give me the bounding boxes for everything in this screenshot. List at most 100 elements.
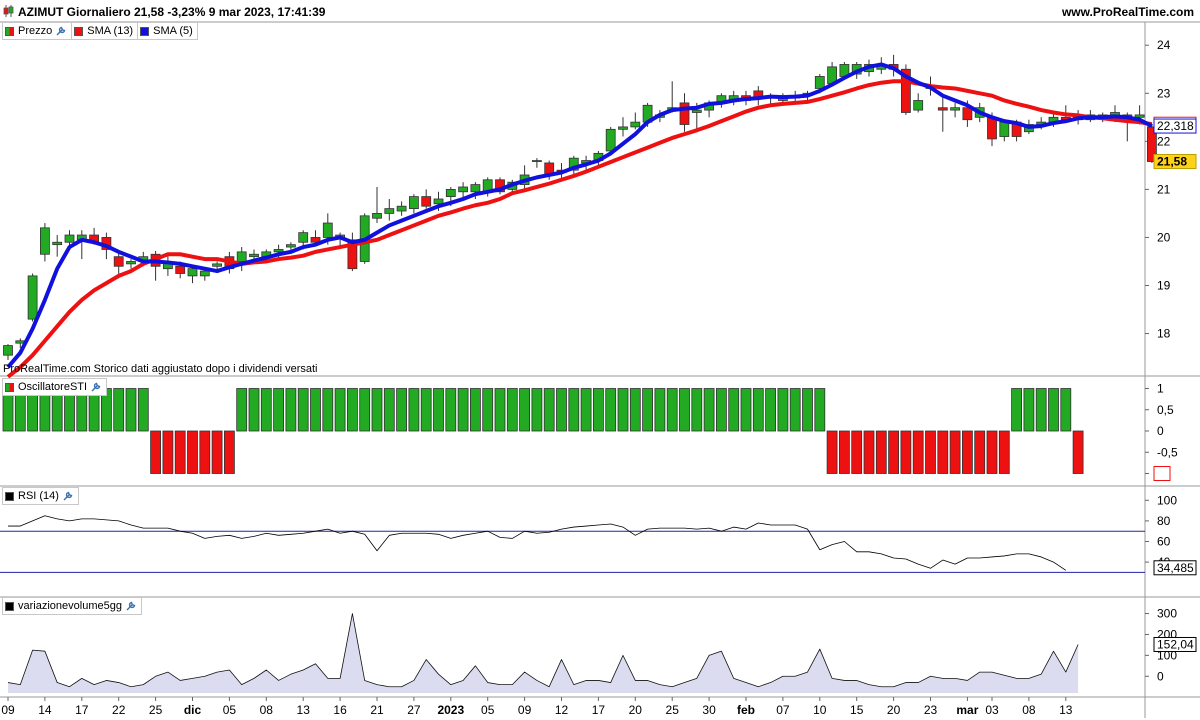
wrench-icon[interactable]	[90, 381, 102, 393]
x-tick-label: 09	[518, 703, 532, 717]
wrench-icon[interactable]	[62, 490, 74, 502]
sti-bar	[777, 388, 789, 432]
x-tick-label: 13	[297, 703, 311, 717]
candle-body	[40, 227, 50, 255]
candle-body	[1147, 126, 1157, 162]
sti-bar	[396, 388, 408, 432]
sti-bar	[863, 430, 875, 474]
x-tick-label: 10	[813, 703, 827, 717]
sti-bar	[260, 388, 272, 432]
legend-item-sti[interactable]: OscillatoreSTI	[3, 379, 106, 395]
legend-item-sma13[interactable]: SMA (13)	[72, 23, 139, 39]
legend-item-vol[interactable]: variazionevolume5gg	[3, 598, 141, 614]
legend-label-sti: OscillatoreSTI	[18, 381, 88, 393]
x-tick-label: 03	[985, 703, 999, 717]
sti-bar	[248, 388, 260, 432]
sti-bar	[962, 430, 973, 474]
candle-body	[913, 100, 924, 111]
candle-body	[901, 68, 911, 113]
sti-bar	[408, 388, 420, 432]
sti-bar	[297, 388, 309, 432]
sti-bar	[383, 388, 395, 432]
legend-item-prezzo[interactable]: Prezzo	[3, 23, 73, 39]
legend-item-sma5[interactable]: SMA (5)	[138, 23, 197, 39]
candle-body	[199, 270, 210, 277]
candlestick-logo-icon	[3, 5, 14, 17]
x-tick-label: 23	[924, 703, 938, 717]
candle-body	[618, 126, 628, 130]
x-tick-label: 25	[149, 703, 163, 717]
candle-body	[445, 188, 456, 197]
wrench-icon[interactable]	[125, 600, 137, 612]
x-tick-label: 2023	[437, 703, 464, 717]
sti-bar	[703, 388, 715, 432]
sti-bar	[174, 430, 186, 474]
sti-bar	[666, 388, 678, 432]
legend-swatch-prezzo	[5, 26, 14, 36]
x-tick-label: 15	[850, 703, 864, 717]
x-tick-label: 09	[1, 703, 15, 717]
legend-swatch-rsi	[5, 491, 14, 501]
candle-body	[187, 268, 198, 277]
x-tick-label: 22	[112, 703, 126, 717]
candle-body	[310, 237, 321, 243]
candle-body	[113, 256, 124, 267]
candle-body	[470, 184, 481, 193]
candle-body	[999, 121, 1010, 137]
y-tick-label: 22	[1157, 134, 1171, 148]
x-tick-label: 14	[38, 703, 52, 717]
sti-bar	[851, 430, 863, 474]
candle-body	[679, 102, 690, 125]
sti-bar	[457, 388, 469, 432]
price-legend: Prezzo SMA (13) SMA (5)	[2, 22, 198, 40]
sti-legend: OscillatoreSTI	[2, 378, 108, 396]
y-tick-label: 0	[1157, 669, 1164, 683]
vol-last-label: 152,04	[1157, 637, 1194, 651]
x-tick-label: 08	[1022, 703, 1036, 717]
legend-item-rsi[interactable]: RSI (14)	[3, 488, 78, 504]
candle-body	[396, 205, 407, 212]
header-bar: AZIMUT Giornaliero 21,58 -3,23% 9 mar 20…	[0, 0, 1200, 22]
sti-bar	[998, 430, 1010, 474]
sti-bar	[543, 388, 555, 432]
candle-body	[322, 222, 333, 238]
sti-bar	[839, 430, 850, 474]
site-link[interactable]: www.ProRealTime.com	[1061, 5, 1194, 19]
x-tick-label: 21	[370, 703, 384, 717]
sti-bar	[925, 430, 936, 474]
legend-swatch-sma5	[140, 26, 150, 36]
sti-bar	[346, 388, 358, 432]
x-tick-label: 12	[555, 703, 569, 717]
candle-body	[3, 345, 13, 356]
x-tick-label: 20	[887, 703, 901, 717]
candle-body	[458, 186, 469, 193]
sti-bar	[605, 388, 617, 432]
sti-bar	[752, 388, 764, 432]
candle-body	[630, 121, 641, 128]
wrench-icon[interactable]	[55, 25, 67, 37]
y-tick-label: 20	[1157, 230, 1171, 244]
candle-body	[532, 160, 542, 162]
chart-title: AZIMUT Giornaliero 21,58 -3,23% 9 mar 20…	[18, 5, 326, 19]
legend-label-vol: variazionevolume5gg	[18, 600, 122, 612]
sti-bar	[629, 388, 641, 432]
sma5-last-label-box	[1153, 118, 1197, 134]
y-tick-label: 60	[1157, 535, 1171, 549]
x-tick-label: 20	[629, 703, 643, 717]
y-tick-label: 0	[1157, 424, 1164, 438]
candle-body	[987, 116, 997, 140]
sti-bar	[912, 430, 924, 474]
y-tick-label: 19	[1157, 279, 1171, 293]
sti-bar	[593, 388, 604, 432]
candle-body	[433, 198, 444, 205]
candle-body	[64, 234, 75, 243]
sti-bar	[740, 388, 752, 432]
sti-bar	[826, 430, 838, 474]
candle-body	[372, 213, 382, 219]
sti-bar	[273, 388, 285, 432]
vol-line	[7, 613, 1079, 688]
y-tick-label: 100	[1157, 493, 1177, 507]
candle-body	[347, 239, 358, 270]
candle-body	[249, 253, 259, 258]
